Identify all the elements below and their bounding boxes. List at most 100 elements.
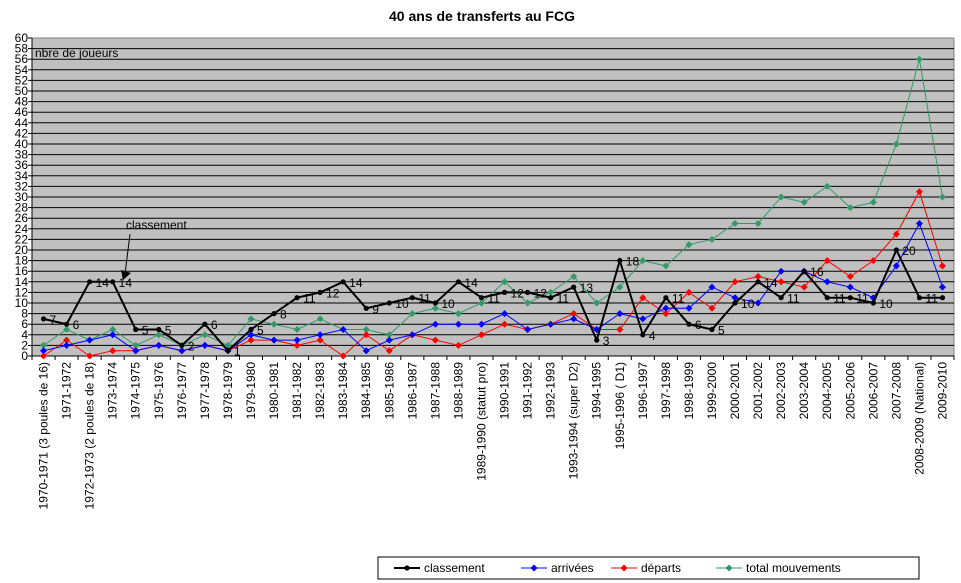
data-label: 7	[50, 313, 57, 327]
y-tick-label: 30	[15, 190, 29, 204]
data-point	[179, 342, 185, 348]
y-tick-label: 12	[15, 285, 29, 299]
x-tick-label: 1992-1993	[544, 362, 558, 420]
x-tick-label: 1986-1987	[405, 362, 419, 420]
data-point	[454, 320, 462, 328]
data-point	[709, 326, 715, 333]
y-tick-label: 56	[15, 52, 29, 66]
y-tick-label: 48	[15, 95, 29, 109]
data-point	[109, 347, 117, 355]
data-point	[247, 331, 255, 339]
x-tick-label: 1971-1972	[60, 362, 74, 420]
y-axis: 0246810121416182022242628303234363840424…	[15, 31, 33, 363]
y-tick-label: 2	[21, 338, 28, 352]
data-point	[408, 331, 416, 339]
data-point	[178, 347, 186, 355]
x-tick-label: 1976-1977	[175, 362, 189, 420]
data-point	[639, 257, 647, 265]
data-point	[916, 295, 923, 301]
data-point	[201, 341, 209, 349]
data-point	[202, 321, 208, 327]
data-point	[548, 295, 554, 301]
legend-entry-départs: départs	[611, 561, 681, 575]
data-label: 6	[73, 318, 80, 332]
data-point	[938, 193, 946, 201]
data-point	[409, 295, 415, 301]
x-tick-label: 2008-2009 (National)	[912, 362, 926, 475]
legend-entry-arrivées: arrivées	[521, 561, 594, 575]
legend-label: départs	[641, 561, 681, 575]
data-point	[570, 273, 578, 280]
data-point	[155, 341, 163, 349]
data-point	[340, 279, 346, 285]
data-label: 16	[810, 265, 824, 279]
x-tick-label: 1993-1994 (super D2)	[567, 362, 581, 479]
data-point	[294, 295, 300, 301]
data-point	[386, 300, 392, 306]
x-tick-label: 1984-1985	[359, 362, 373, 420]
data-point	[501, 278, 509, 286]
data-label: 18	[626, 255, 640, 269]
x-tick-label: 2001-2002	[751, 362, 765, 420]
data-point	[870, 300, 876, 306]
annotation-arrow-line	[124, 233, 131, 275]
data-point	[431, 320, 439, 328]
x-tick-label: 1999-2000	[705, 362, 719, 420]
x-tick-label: 1980-1981	[267, 362, 281, 420]
x-tick-label: 1981-1982	[290, 362, 304, 420]
data-point	[869, 198, 877, 206]
data-point	[938, 262, 946, 270]
data-point	[731, 278, 739, 286]
data-point	[431, 336, 439, 344]
y-tick-label: 6	[21, 317, 28, 331]
data-point	[132, 341, 140, 349]
data-point	[362, 347, 370, 355]
y-tick-label: 60	[15, 31, 29, 45]
legend-swatch-marker	[725, 564, 733, 572]
data-point	[823, 278, 831, 286]
x-axis: 1970-1971 (3 poules de 16) 1971-1972 1972-…	[31, 355, 955, 509]
legend-label: classement	[424, 561, 485, 575]
data-point	[547, 288, 555, 296]
data-point	[431, 304, 439, 312]
data-point	[616, 326, 624, 333]
data-label: 12	[326, 286, 340, 300]
data-label: 10	[441, 297, 455, 311]
data-point	[594, 337, 600, 343]
series-arrivées	[40, 220, 946, 355]
x-tick-label: 1972-1973 (2 poules de 18)	[83, 362, 97, 509]
data-point	[777, 193, 785, 201]
data-point	[408, 310, 416, 318]
data-point	[132, 347, 140, 355]
data-point	[385, 336, 393, 344]
legend-swatch-marker	[530, 564, 538, 572]
data-point	[662, 310, 670, 318]
data-point	[915, 55, 923, 63]
series-line	[43, 247, 943, 353]
classement-data-labels: 7 6 14 14 5 5 2 6 1 5 8 11 12 14 9 10 11 10 14 11 12 12 11 13 3 1…	[50, 244, 939, 359]
x-tick-label: 2000-2001	[728, 362, 742, 420]
data-label: 12	[511, 286, 525, 300]
data-point	[63, 326, 71, 333]
x-tick-label: 1973-1974	[106, 362, 120, 420]
data-point	[663, 295, 669, 301]
x-tick-label: 1979-1980	[244, 362, 258, 420]
data-point	[547, 320, 555, 328]
y-tick-label: 0	[21, 349, 28, 363]
data-point	[938, 283, 946, 291]
x-tick-label: 1996-1997	[636, 362, 650, 420]
data-point	[754, 220, 762, 227]
data-point	[40, 316, 47, 322]
data-point	[339, 352, 347, 360]
data-point	[478, 295, 485, 301]
data-point	[63, 336, 71, 344]
data-point	[225, 348, 231, 354]
y-tick-label: 14	[15, 275, 29, 289]
data-point	[708, 283, 716, 291]
legend-label: arrivées	[551, 561, 594, 575]
x-tick-label: 1975-1976	[152, 362, 166, 420]
y-tick-label: 40	[15, 137, 29, 151]
data-point	[224, 341, 232, 349]
y-tick-label: 34	[15, 169, 29, 183]
